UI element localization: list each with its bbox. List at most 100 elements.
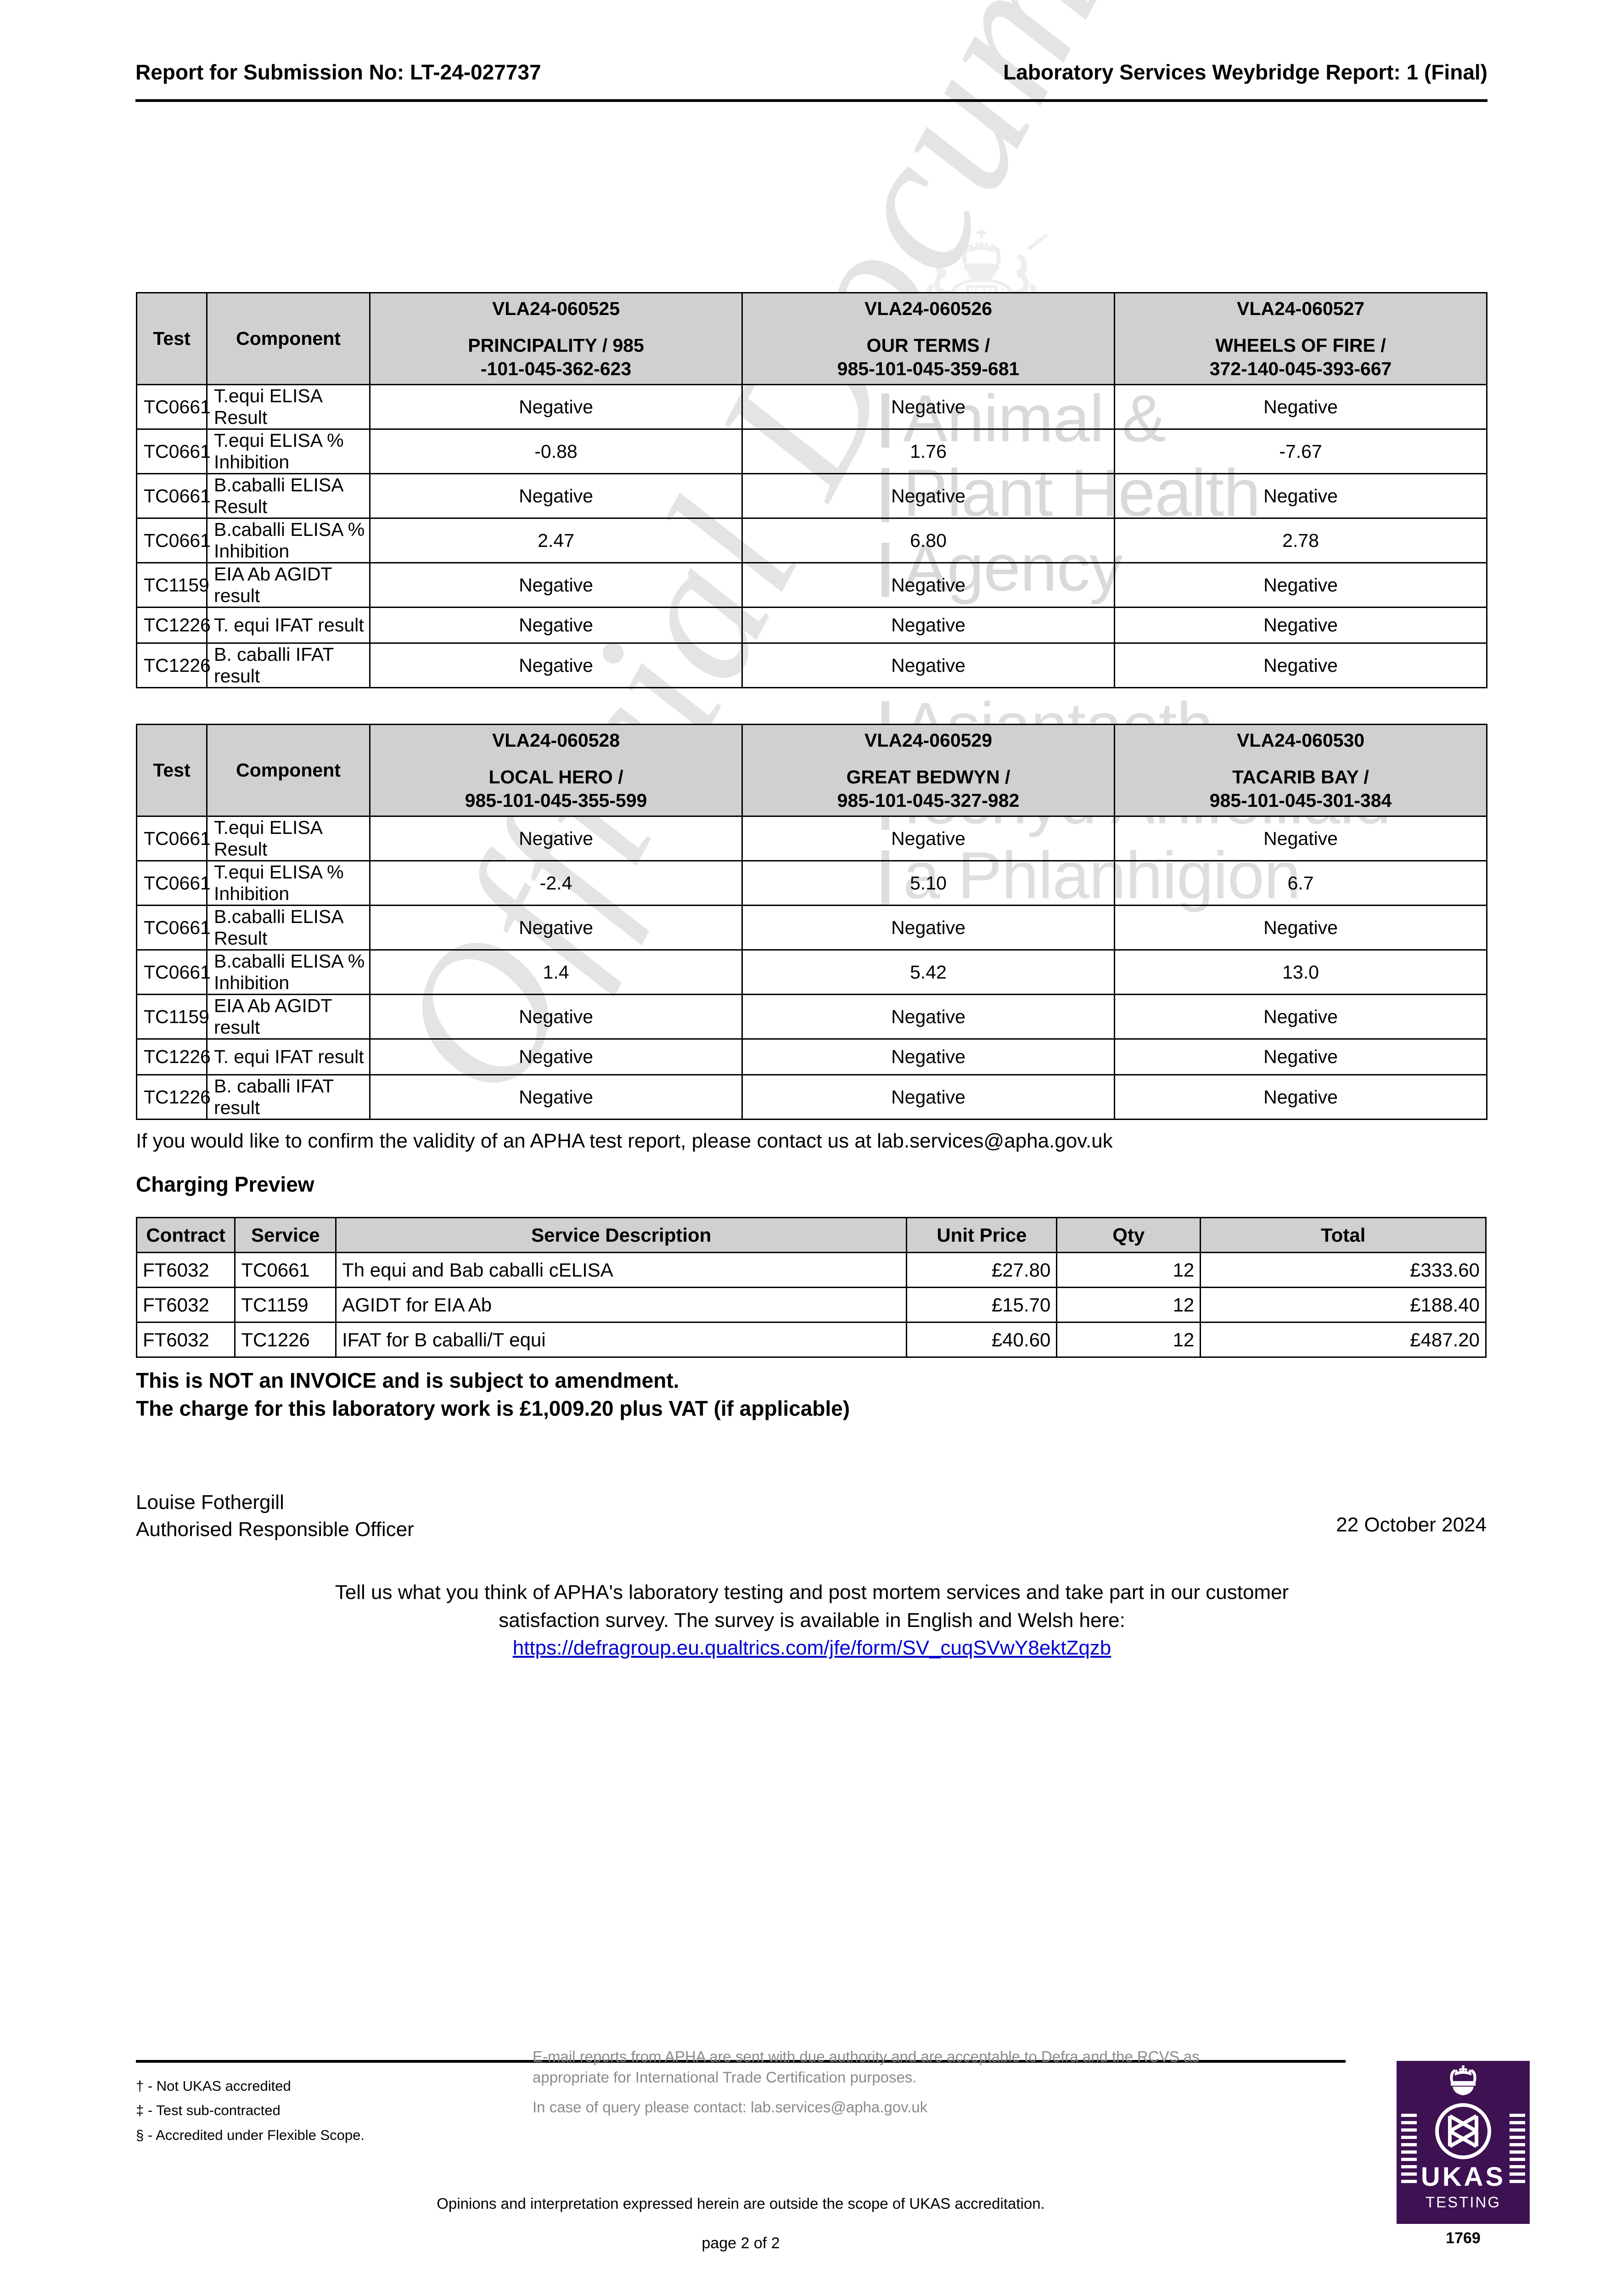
charging-preview-table: Contract Service Service Description Unit P… [135, 1217, 1487, 1358]
specimen-id: VLA24-060528 [492, 730, 620, 751]
charging-col-service: Service [234, 1217, 337, 1253]
cell-result: Negative [1114, 473, 1487, 519]
specimen-tag: 985-101-045-355-599 [465, 789, 647, 811]
cell-component: T. equi IFAT result [206, 607, 370, 644]
footer-rule [136, 2060, 1346, 2063]
results-table-2-header-row: Test Component VLA24-060528 LOCAL HERO /985… [136, 724, 1487, 817]
statement-charge-total: The charge for this laboratory work is £… [136, 1396, 850, 1421]
crown-icon [1450, 2065, 1476, 2095]
results-table-1: Test Component VLA24-060525 PRINCIPALITY / … [136, 292, 1487, 688]
specimen-id: VLA24-060527 [1236, 298, 1365, 320]
specimen-name: OUR TERMS / [866, 335, 990, 356]
results-row: TC0661 T.equi ELISA Result Negative Negativ… [136, 384, 1487, 430]
survey-link[interactable]: https://defragroup.eu.qualtrics.com/jfe/… [512, 1637, 1111, 1660]
results-table-1-specimen-VLA24-060526: VLA24-060526 OUR TERMS /985-101-045-359-6… [741, 292, 1115, 385]
footer-grey-text: E-mail reports from APHA are sent with d… [533, 2046, 1267, 2118]
cell-result: 2.47 [369, 518, 743, 563]
cell-result: 6.80 [741, 518, 1115, 563]
charging-col-unit-price: Unit Price [906, 1217, 1058, 1253]
charging-col-total: Total [1200, 1217, 1487, 1253]
footer-query-contact: In case of query please contact: lab.ser… [533, 2099, 928, 2116]
cell-component: T.equi ELISA Result [206, 816, 370, 861]
charging-body: FT6032 TC0661 Th equi and Bab caballi cELI… [135, 1252, 1487, 1358]
specimen-tag: 985-101-045-359-681 [837, 358, 1020, 379]
results-row: TC0661 T.equi ELISA % Inhibition -0.88 1.76… [136, 428, 1487, 474]
survey-line-1: Tell us what you think of APHA's laborat… [335, 1581, 1289, 1604]
cell-result: Negative [1114, 1074, 1487, 1120]
cell-result: 5.10 [741, 860, 1115, 906]
results-row: TC0661 B.caballi ELISA Result Negative Nega… [136, 473, 1487, 519]
cell-result: Negative [369, 1074, 743, 1120]
cell-result: Negative [741, 473, 1115, 519]
results-table-1-body: TC0661 T.equi ELISA Result Negative Negativ… [136, 384, 1487, 688]
cell-total: £333.60 [1200, 1252, 1487, 1288]
results-table-2-specimen-VLA24-060529: VLA24-060529 GREAT BEDWYN /985-101-045-32… [741, 724, 1115, 817]
footer-opinions-note: Opinions and interpretation expressed he… [437, 2195, 1045, 2212]
cell-test: TC1159 [136, 994, 209, 1040]
ukas-scope-label: TESTING [1425, 2194, 1501, 2211]
cell-result: Negative [741, 994, 1115, 1040]
cell-unit-price: £15.70 [906, 1287, 1058, 1323]
results-row: TC1226 T. equi IFAT result Negative Negativ… [136, 1038, 1487, 1075]
specimen-name: PRINCIPALITY / 985 [468, 335, 644, 356]
cell-result: Negative [741, 384, 1115, 430]
results-row: TC1226 T. equi IFAT result Negative Negativ… [136, 607, 1487, 644]
cell-service: TC0661 [234, 1252, 337, 1288]
cell-result: Negative [369, 384, 743, 430]
results-row: TC1226 B. caballi IFAT result Negative Nega… [136, 642, 1487, 688]
specimen-id: VLA24-060525 [492, 298, 620, 320]
footnote-sub-contracted: ‡ - Test sub-contracted [136, 2102, 281, 2119]
footnote-not-ukas: † - Not UKAS accredited [136, 2078, 291, 2094]
cell-description: AGIDT for EIA Ab [335, 1287, 908, 1323]
cell-component: B.caballi ELISA Result [206, 473, 370, 519]
charging-col-contract: Contract [135, 1217, 236, 1253]
cell-test: TC0661 [136, 384, 211, 430]
cell-component: B. caballi IFAT result [206, 642, 370, 688]
results-row: TC0661 B.caballi ELISA Result Negative Nega… [136, 905, 1487, 951]
cell-result: Negative [1114, 905, 1487, 951]
cell-component: T. equi IFAT result [206, 1038, 370, 1075]
cell-component: B. caballi IFAT result [206, 1074, 370, 1120]
results-table-2-body: TC0661 T.equi ELISA Result Negative Negativ… [136, 816, 1487, 1120]
cell-result: Negative [741, 905, 1115, 951]
cell-result: Negative [1114, 1038, 1487, 1075]
ukas-wordmark: UKAS [1420, 2162, 1506, 2192]
specimen-id: VLA24-060529 [864, 730, 993, 751]
ukas-logo: UKAS TESTING [1397, 2061, 1530, 2224]
cell-result: Negative [1114, 384, 1487, 430]
cell-result: Negative [741, 1074, 1115, 1120]
charging-col-service-description: Service Description [335, 1217, 908, 1253]
footer-accreditation-notes: † - Not UKAS accredited ‡ - Test sub-con… [136, 2074, 365, 2147]
cell-qty: 12 [1056, 1322, 1201, 1358]
results-table-2-col-component: Component [206, 724, 370, 817]
results-table-1-col-component: Component [206, 292, 370, 385]
cell-unit-price: £40.60 [906, 1322, 1058, 1358]
results-table-1-specimen-VLA24-060525: VLA24-060525 PRINCIPALITY / 985 -101-045-3… [369, 292, 743, 385]
charging-row: FT6032 TC0661 Th equi and Bab caballi cELI… [135, 1252, 1487, 1288]
cell-description: Th equi and Bab caballi cELISA [335, 1252, 908, 1288]
cell-test: TC1226 [136, 642, 211, 688]
specimen-name: TACARIB BAY / [1232, 766, 1369, 788]
cell-component: EIA Ab AGIDT result [206, 562, 370, 608]
results-row: TC0661 B.caballi ELISA % Inhibition 1.4 5.4… [136, 949, 1487, 995]
charging-preview-title: Charging Preview [136, 1172, 314, 1196]
results-table-2-specimen-VLA24-060528: VLA24-060528 LOCAL HERO /985-101-045-355-… [369, 724, 743, 817]
cell-result: Negative [369, 473, 743, 519]
cell-total: £487.20 [1200, 1322, 1487, 1358]
cell-service: TC1226 [234, 1322, 337, 1358]
cell-test: TC1226 [136, 1038, 211, 1075]
survey-line-2: satisfaction survey. The survey is avail… [499, 1609, 1125, 1632]
cell-test: TC0661 [136, 905, 211, 951]
cell-result: 6.7 [1114, 860, 1487, 906]
cell-test: TC0661 [136, 518, 211, 563]
cell-test: TC0661 [136, 816, 211, 861]
ukas-circle-mark-icon [1435, 2103, 1491, 2159]
cell-result: Negative [741, 607, 1115, 644]
cell-component: B.caballi ELISA Result [206, 905, 370, 951]
cell-test: TC1226 [136, 1074, 211, 1120]
cell-service: TC1159 [234, 1287, 337, 1323]
signoff-role: Authorised Responsible Officer [136, 1518, 414, 1541]
specimen-tag: 372-140-045-393-667 [1209, 358, 1392, 379]
cell-result: Negative [369, 994, 743, 1040]
cell-component: EIA Ab AGIDT result [206, 994, 370, 1040]
